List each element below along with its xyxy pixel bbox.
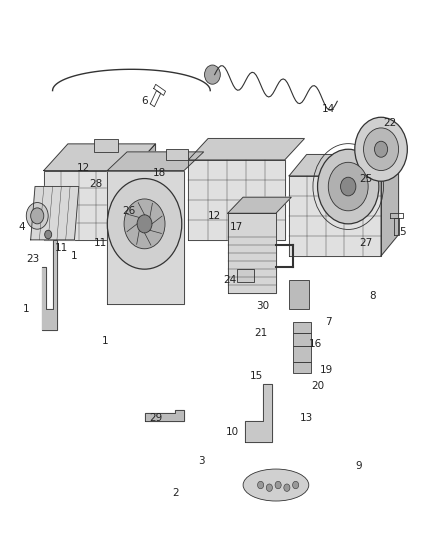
Polygon shape [228,197,291,213]
Bar [293,322,311,333]
Circle shape [137,215,152,233]
Text: 13: 13 [300,414,313,423]
Bar [293,346,311,362]
Text: 10: 10 [226,427,239,437]
Text: 12: 12 [77,163,90,173]
Bar [166,149,188,160]
Circle shape [107,179,182,269]
Polygon shape [228,213,276,293]
Text: 5: 5 [399,227,406,237]
Polygon shape [107,152,204,171]
Circle shape [341,177,356,196]
Text: 21: 21 [254,328,267,338]
Bar [293,362,311,373]
Text: 1: 1 [71,251,78,261]
Text: 8: 8 [369,291,376,301]
Polygon shape [188,139,304,160]
Circle shape [284,484,290,491]
Circle shape [31,208,44,224]
Text: 11: 11 [94,238,107,247]
Circle shape [45,230,52,239]
Polygon shape [131,144,155,240]
Polygon shape [44,144,155,171]
Polygon shape [145,410,184,421]
Circle shape [293,481,299,489]
Polygon shape [245,384,272,442]
Circle shape [374,141,388,157]
Polygon shape [31,187,79,240]
Polygon shape [188,160,285,240]
Text: 24: 24 [223,275,237,285]
Text: 12: 12 [208,211,221,221]
Text: 30: 30 [256,302,269,311]
Polygon shape [381,155,399,256]
Circle shape [258,481,264,489]
Bar [293,333,311,346]
Text: 9: 9 [356,462,363,471]
Text: 14: 14 [322,104,335,114]
Circle shape [26,203,48,229]
Text: 3: 3 [198,456,205,466]
Text: 23: 23 [26,254,39,263]
Text: 19: 19 [320,366,333,375]
Circle shape [275,481,281,489]
Text: 26: 26 [123,206,136,215]
Circle shape [205,65,220,84]
Text: 22: 22 [383,118,396,127]
Text: 17: 17 [230,222,243,231]
Text: 2: 2 [172,488,179,498]
Polygon shape [289,155,399,176]
Text: 25: 25 [359,174,372,183]
Polygon shape [42,240,57,330]
Text: 4: 4 [18,222,25,231]
Bar [289,280,309,309]
Circle shape [266,484,272,491]
Text: 28: 28 [90,179,103,189]
Text: 15: 15 [250,371,263,381]
Bar [237,269,254,282]
Bar [94,139,118,152]
Circle shape [328,162,368,211]
Polygon shape [44,171,131,240]
Circle shape [318,149,379,224]
Circle shape [355,117,407,181]
Text: 18: 18 [153,168,166,178]
Text: 1: 1 [23,304,30,314]
Ellipse shape [243,469,309,501]
Text: 11: 11 [55,243,68,253]
Text: 16: 16 [309,339,322,349]
Text: 1: 1 [102,336,109,346]
Circle shape [364,128,399,171]
Text: 7: 7 [325,318,332,327]
Text: 6: 6 [141,96,148,106]
Polygon shape [289,176,381,256]
Polygon shape [107,171,184,304]
Circle shape [124,199,165,249]
Text: 29: 29 [149,414,162,423]
Text: 27: 27 [359,238,372,247]
Text: 20: 20 [311,382,324,391]
